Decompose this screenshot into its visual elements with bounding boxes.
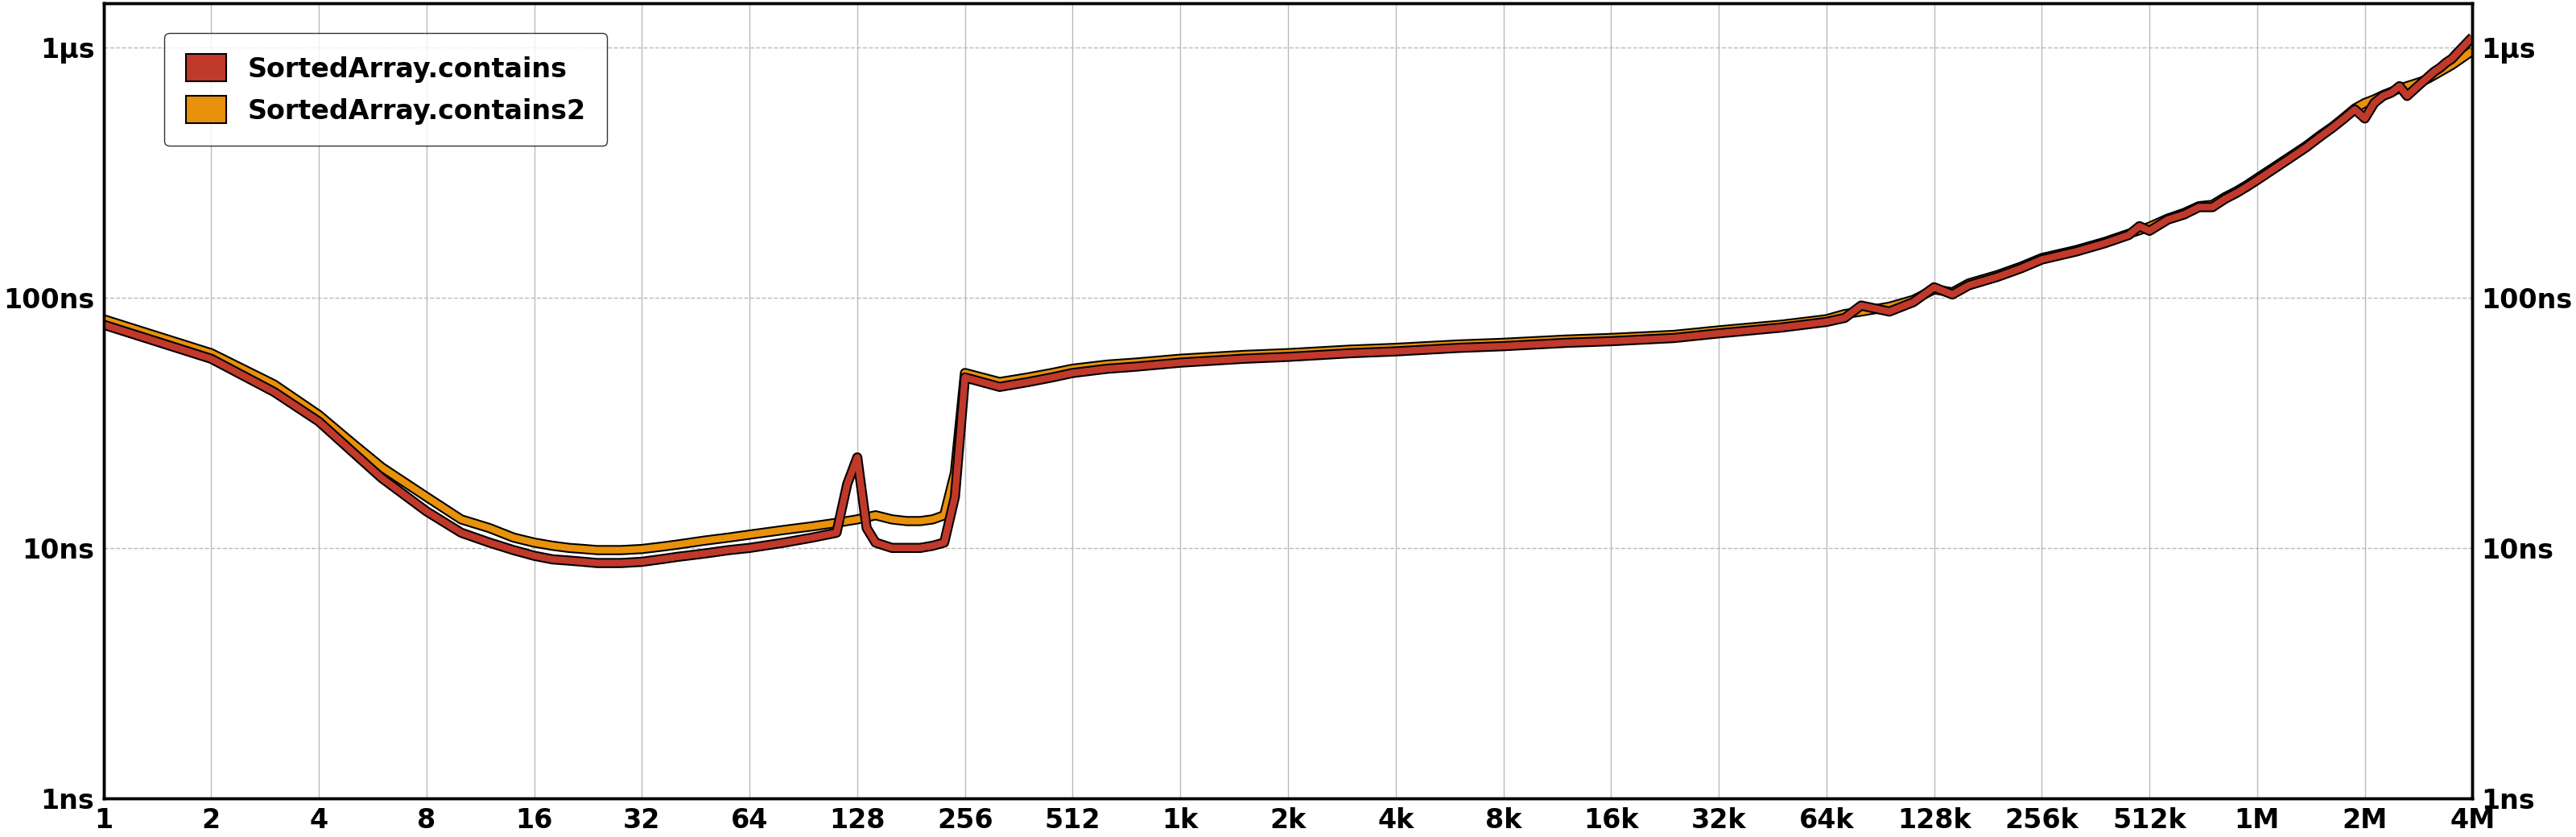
Legend: SortedArray.contains, SortedArray.contains2: SortedArray.contains, SortedArray.contai…: [165, 33, 608, 146]
